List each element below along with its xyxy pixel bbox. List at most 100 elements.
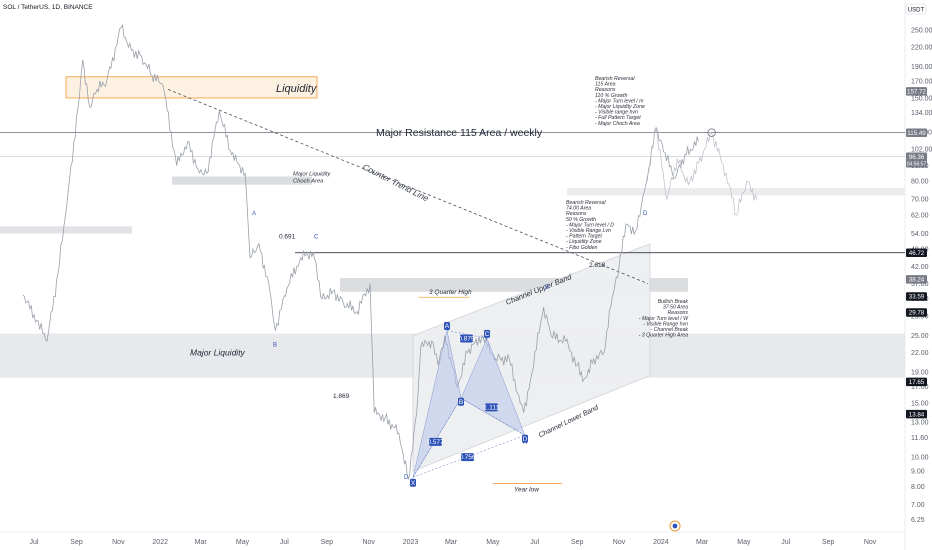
- wave-a-label: A: [252, 211, 256, 217]
- price-tag-countdown: 04:56:57: [907, 161, 927, 167]
- bearish-reversal-top-note-line: - Major Choch Area: [595, 121, 640, 127]
- y-tick-label: 62.00: [911, 212, 929, 219]
- y-tick-label: 6.25: [911, 517, 925, 524]
- pattern-point-c-bg: [484, 329, 490, 338]
- x-tick-label: Nov: [613, 539, 626, 546]
- x-tick-label: Jul: [781, 539, 790, 546]
- y-tick-label: 190.00: [911, 64, 932, 71]
- x-tick-label: Sep: [822, 539, 835, 546]
- price-tag-label: 17.65: [909, 379, 925, 386]
- wave-a2-label: A: [523, 440, 527, 446]
- bullish-break-note-line: - Channel Break: [651, 327, 689, 333]
- ratio-1111-bg: [485, 403, 498, 412]
- bearish-reversal-top-note-line: Reasons: [595, 87, 616, 93]
- bearish-reversal-mid-note-line: 74.00 Area: [566, 206, 591, 212]
- pattern-point-a: A: [445, 323, 450, 330]
- price-tag-label: 46.72: [909, 250, 925, 257]
- wave-d2-label: D: [643, 211, 648, 217]
- y-tick-label: 7.00: [911, 502, 925, 509]
- y-tick-label: 42.00: [911, 264, 929, 271]
- bearish-reversal-top-note: Bearish Reversal 115 Area Reasons 110 % Gro…: [595, 76, 645, 127]
- y-tick-label: 8.00: [911, 484, 925, 491]
- left-grey-zone: [0, 226, 132, 234]
- x-tick-label: May: [486, 539, 500, 546]
- x-tick-label: Jul: [280, 539, 289, 546]
- liquidity-label: Liquidity: [276, 83, 318, 95]
- x-tick-label: Nov: [362, 539, 375, 546]
- ratio-0879: 0.879: [458, 336, 475, 343]
- ratio-0879-bg: [460, 334, 473, 343]
- y-tick-label: 170.00: [911, 79, 932, 86]
- fib-0691-label: 0.691: [279, 234, 296, 241]
- bearish-reversal-top-note-line: Bearish Reversal: [595, 76, 635, 82]
- choch-label-1: Major Liquidity: [293, 171, 331, 177]
- price-tag-label: 115.49: [907, 130, 926, 137]
- bearish-reversal-mid-note-line: Bearish Reversal: [566, 200, 606, 206]
- ratio-0756-bg: [461, 453, 474, 462]
- price-tag-bg: [906, 308, 927, 317]
- bearish-reversal-top-note-line: 115 Area: [595, 82, 616, 88]
- price-tag-bg: [906, 292, 927, 301]
- price-tag-bg: [906, 152, 927, 168]
- pattern-point-d-bg: [522, 434, 528, 443]
- x-tick-label: Sep: [70, 539, 83, 546]
- x-tick-label: Jul: [530, 539, 539, 546]
- ratio-0756: 0.756: [459, 454, 476, 461]
- wave-d-label: D: [404, 475, 409, 481]
- y-tick-label: 11.60: [911, 435, 928, 442]
- price-tag-bg: [906, 128, 927, 137]
- bearish-reversal-mid-note-line: - Major Turn level / D: [566, 222, 614, 228]
- resistance-zone-74: [567, 188, 905, 196]
- price-tag-label: 13.84: [909, 411, 925, 418]
- fib-1869-label: 1.869: [333, 393, 350, 400]
- bullish-break-note-line: - 3 Quarter High Area: [639, 333, 689, 339]
- bearish-reversal-mid-note-line: - Liquidity Zone: [566, 239, 602, 245]
- price-channel: [412, 243, 651, 472]
- bearish-reversal-top-note-line: - Major Liquidity Zone: [595, 104, 645, 110]
- x-tick-label: Nov: [864, 539, 877, 546]
- major-liquidity-label: Major Liquidity: [190, 348, 246, 358]
- price-tag-label: 33.59: [909, 294, 925, 301]
- y-tick-label: 250.00: [911, 28, 932, 35]
- logo-inner-icon: [672, 523, 678, 529]
- price-tag-bg: [906, 275, 927, 284]
- price-tag-label: 29.78: [909, 310, 925, 317]
- bearish-reversal-top-note-line: - Full Pattern Target: [595, 115, 641, 121]
- x-tick-label: Mar: [445, 539, 458, 546]
- x-tick-label: May: [737, 539, 751, 546]
- bearish-reversal-mid-note-line: - Pattern Target: [566, 234, 602, 240]
- price-tag-bg: [906, 248, 927, 258]
- bearish-reversal-mid-note-line: - Fibo Golden: [566, 245, 598, 251]
- pattern-xab: [412, 330, 462, 478]
- y-tick-label: 22.00: [911, 350, 929, 357]
- wave-b2-label: B: [545, 285, 549, 291]
- counter-trend-label: Counter Trend Line: [361, 162, 430, 204]
- liquidity-box: [65, 76, 318, 99]
- x-tick-label: Sep: [571, 539, 584, 546]
- y-tick-label: 29.00: [911, 313, 929, 320]
- x-tick-label: 2024: [653, 539, 669, 546]
- y-tick-label: 17.00: [911, 384, 929, 391]
- pattern-point-x: X: [411, 480, 416, 487]
- y-tick-label: 80.00: [911, 179, 929, 186]
- x-tick-label: Jul: [30, 539, 39, 546]
- price-tag-label: 96.36: [909, 154, 925, 161]
- currency-button[interactable]: [905, 3, 927, 15]
- pattern-point-a-bg: [444, 321, 450, 330]
- bearish-reversal-top-note-line: - Major Turn level / m: [595, 98, 644, 104]
- price-series-line: [22, 23, 699, 481]
- pattern-point-d: D: [523, 436, 528, 443]
- bearish-reversal-top-note-line: 110 % Growth: [595, 93, 628, 99]
- wave-b-label: B: [273, 343, 277, 349]
- y-tick-label: 10.00: [911, 455, 929, 462]
- bearish-reversal-mid-note-line: - Visible Range Lvn: [566, 228, 611, 234]
- pattern-xb-diag: [412, 398, 462, 478]
- bearish-reversal-top-note-line: - Visible range hvn: [595, 110, 638, 116]
- y-tick-label: 220.00: [911, 44, 932, 51]
- pattern-point-b: B: [459, 399, 463, 406]
- price-tag-bg: [906, 377, 927, 387]
- pattern-bd-diag: [460, 398, 526, 436]
- y-tick-label: 150.00: [911, 95, 932, 102]
- x-tick-label: 2023: [403, 539, 419, 546]
